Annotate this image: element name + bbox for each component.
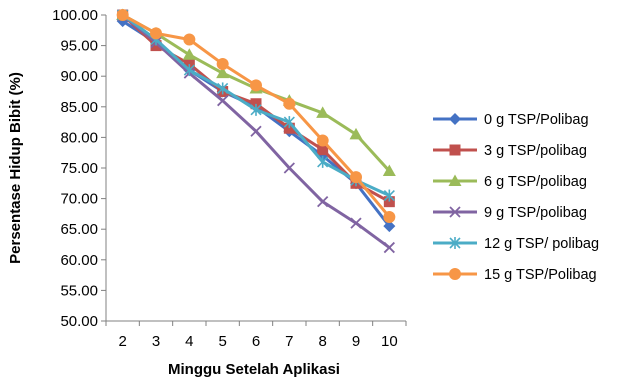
x-tick-label: 6	[252, 333, 260, 350]
marker-stroke	[383, 241, 395, 254]
x-tick-label: 3	[152, 333, 160, 350]
series-4-point	[317, 155, 329, 168]
series-5-point	[283, 97, 296, 110]
legend: 0 g TSP/Polibag 3 g TSP/polibag 6 g TSP/po…	[433, 112, 599, 283]
legend-label: 15 g TSP/Polibag	[484, 267, 597, 283]
series-3-point	[217, 95, 229, 107]
series-2-point	[182, 48, 196, 60]
legend-label: 12 g TSP/ polibag	[484, 236, 599, 252]
legend-label: 9 g TSP/polibag	[484, 205, 587, 221]
x-tick-label: 8	[318, 333, 326, 350]
series-5	[116, 9, 396, 223]
marker-stroke	[217, 95, 229, 107]
legend-label: 3 g TSP/polibag	[484, 143, 587, 159]
series-1-point	[283, 122, 295, 134]
marker-stroke	[317, 196, 329, 208]
marker-stroke	[283, 162, 295, 174]
marker-stroke	[449, 206, 461, 218]
x-tick-label: 2	[118, 333, 126, 350]
series-2-point	[316, 106, 330, 118]
y-tick-label: 100.00	[52, 7, 98, 24]
legend-swatch-marker	[448, 174, 462, 186]
y-axis: 50.00 55.00 60.00 65.00 70.00 75.00 80.00 85.00…	[52, 7, 107, 330]
marker-stroke	[250, 125, 262, 137]
series-5-point	[216, 57, 229, 70]
x-axis-title: Minggu Setelah Aplikasi	[168, 361, 340, 378]
series-4-point	[183, 64, 195, 77]
legend-item: 3 g TSP/polibag	[433, 143, 587, 159]
legend-swatch-marker	[449, 206, 461, 218]
y-tick-label: 50.00	[60, 313, 98, 330]
series-5-point	[183, 33, 196, 46]
series-2-point	[382, 164, 396, 177]
series-4-point	[283, 116, 295, 129]
legend-item: 15 g TSP/Polibag	[433, 267, 597, 283]
series-1-point	[383, 196, 395, 208]
series-1-point	[250, 98, 262, 110]
x-axis: 2 3 4 5 6 7 8 9 10	[105, 320, 407, 350]
y-tick-label: 60.00	[60, 252, 98, 269]
series-3-point	[250, 125, 262, 137]
y-tick-label: 85.00	[60, 99, 98, 116]
y-tick-label: 70.00	[60, 191, 98, 208]
series-0-line	[121, 19, 391, 228]
series-1-point	[183, 58, 195, 70]
legend-swatch-marker	[449, 113, 461, 125]
x-tick-label: 10	[381, 333, 398, 350]
series-1-point	[150, 40, 162, 52]
series-5-point	[350, 171, 362, 184]
y-axis-title: Persentase Hidup Bibit (%)	[7, 72, 24, 264]
series-2-point	[349, 127, 363, 140]
series-5-point	[250, 79, 262, 92]
series-3	[117, 9, 395, 254]
series-0-point	[383, 220, 396, 233]
y-tick-label: 90.00	[60, 68, 98, 85]
y-tick-label: 95.00	[60, 38, 98, 55]
series-3-point	[383, 241, 395, 254]
y-tick-label: 55.00	[60, 282, 98, 299]
legend-swatch-marker	[449, 237, 461, 249]
series-3-point	[317, 196, 329, 208]
legend-swatch-marker	[449, 268, 461, 280]
legend-swatch-marker	[449, 144, 461, 156]
series-5-point	[383, 210, 396, 223]
series-3-point	[283, 162, 295, 174]
series-4-point	[217, 82, 229, 95]
series-layer	[116, 8, 396, 254]
x-tick-label: 4	[185, 333, 193, 350]
series-4-point	[250, 103, 262, 116]
x-tick-label: 9	[352, 333, 360, 350]
y-tick-label: 80.00	[60, 129, 98, 146]
series-5-point	[116, 9, 129, 21]
y-tick-label: 65.00	[60, 221, 98, 238]
x-tick-label: 5	[218, 333, 226, 350]
legend-item: 9 g TSP/polibag	[433, 205, 587, 221]
y-tick-label: 75.00	[60, 160, 98, 177]
series-4-point	[383, 189, 395, 202]
legend-label: 6 g TSP/polibag	[484, 174, 587, 190]
legend-item: 12 g TSP/ polibag	[433, 236, 599, 252]
series-3-point	[350, 217, 362, 229]
series-2-point	[216, 66, 230, 79]
series-5-point	[150, 27, 162, 40]
legend-item: 6 g TSP/polibag	[433, 174, 587, 190]
legend-label: 0 g TSP/Polibag	[484, 112, 589, 128]
legend-item: 0 g TSP/Polibag	[433, 112, 589, 128]
marker-stroke	[350, 217, 362, 229]
series-1-point	[317, 144, 329, 156]
series-5-point	[316, 134, 329, 147]
x-tick-label: 7	[285, 333, 293, 350]
